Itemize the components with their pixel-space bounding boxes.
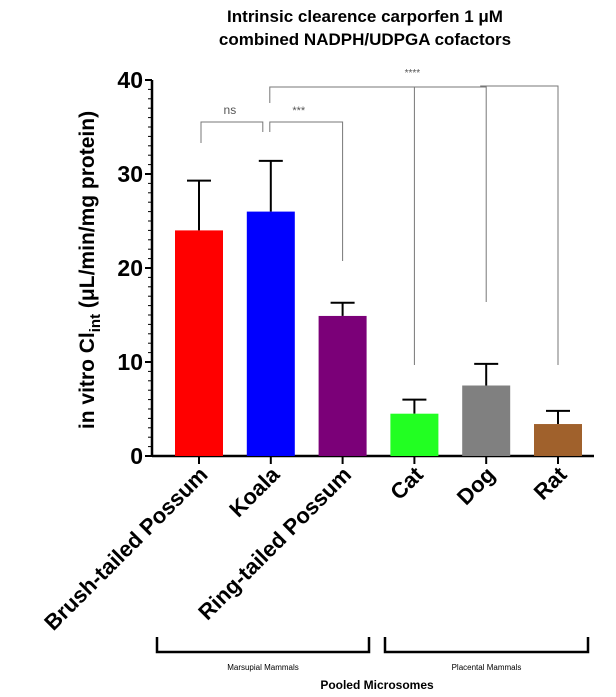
y-tick-label: 40 [117, 67, 143, 93]
significance-label: *** [292, 105, 306, 117]
bracket-4-star-b [480, 85, 559, 365]
x-tick-label: Koala [224, 461, 285, 522]
significance-label: ns [224, 103, 237, 117]
bar-koala [246, 211, 295, 456]
y-tick-label: 30 [117, 161, 143, 187]
x-tick-label: Rat [529, 461, 572, 504]
bar-dog [462, 385, 511, 456]
bar-ring-tailed-possum [318, 315, 367, 456]
x-tick-label: Dog [452, 462, 500, 510]
x-tick-label: Cat [385, 461, 428, 504]
bar-brush-tailed-possum [175, 230, 223, 456]
bar-rat [534, 424, 582, 456]
group-label: Placental Mammals [452, 663, 522, 672]
bracket-ns [200, 121, 264, 143]
group-bracket [155, 637, 371, 654]
y-tick-label: 0 [130, 443, 143, 469]
x-tick-label: Brush-tailed Possum [39, 462, 212, 635]
bracket-4-star-a [269, 86, 487, 365]
chart-title-line1: Intrinsic clearence carporfen 1 μM [227, 7, 503, 26]
y-axis-label: in vitro Clint (μL/min/mg protein) [76, 111, 104, 429]
chart-title-line2: combined NADPH/UDPGA cofactors [219, 30, 511, 49]
significance-label: **** [405, 68, 421, 79]
group-bracket [383, 637, 590, 654]
y-tick-label: 10 [117, 349, 143, 375]
bar-cat [390, 413, 439, 456]
bracket-3-star [269, 121, 344, 261]
group-label: Marsupial Mammals [227, 663, 299, 672]
y-tick-label: 20 [117, 255, 143, 281]
x-axis-label: Pooled Microsomes [320, 678, 434, 692]
